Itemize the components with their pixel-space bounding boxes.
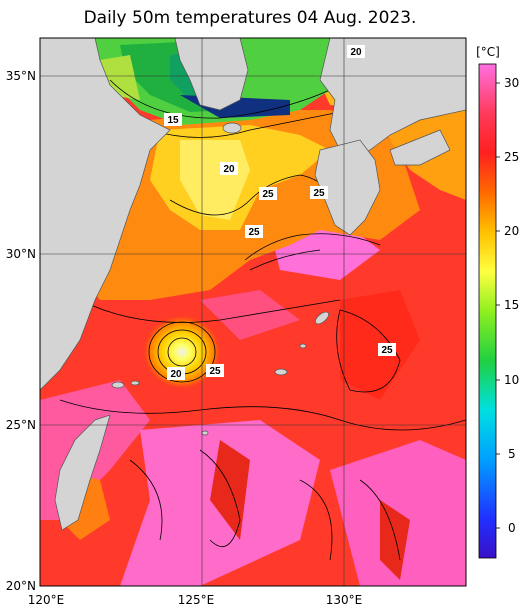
contour-label: 20 <box>167 367 185 380</box>
lat-label-35: 35°N <box>6 69 36 83</box>
svg-text:25: 25 <box>262 189 274 200</box>
land <box>39 37 467 531</box>
taiwan-landmass <box>54 414 111 531</box>
lon-label-125: 125°E <box>178 593 215 607</box>
china-landmass <box>39 37 171 391</box>
contour-label: 25 <box>378 343 396 356</box>
contour-label: 15 <box>164 113 182 126</box>
contour-label: 25 <box>206 364 224 377</box>
svg-text:15: 15 <box>167 115 179 126</box>
shikoku-landmass <box>389 129 451 166</box>
map-frame <box>39 37 467 587</box>
contour-lines <box>59 79 466 561</box>
colorbar-tick: 10 <box>504 373 519 387</box>
contour-labels: 20 15 20 25 25 25 25 20 <box>164 45 396 380</box>
map-title: Daily 50m temperatures 04 Aug. 2023. <box>83 8 417 28</box>
svg-text:25: 25 <box>248 227 260 238</box>
ishigaki-island <box>111 381 125 389</box>
lat-label-30: 30°N <box>6 247 36 261</box>
svg-text:20: 20 <box>170 369 182 380</box>
jeju-island <box>222 122 242 134</box>
svg-text:20: 20 <box>223 164 235 175</box>
colorbar-tick: 15 <box>504 298 519 312</box>
longitude-labels: 120°E 125°E 130°E <box>28 593 363 607</box>
colorbar: [°C] 30 25 20 15 10 5 0 <box>476 45 519 559</box>
latitude-labels: 35°N 30°N 25°N 20°N <box>6 69 36 593</box>
colorbar-tick: 20 <box>504 224 519 238</box>
colorbar-tick: 0 <box>508 521 516 535</box>
contour-label: 25 <box>310 186 328 199</box>
miyako-island <box>274 368 288 376</box>
okinawa-island <box>315 311 329 325</box>
colorbar-tick: 5 <box>508 447 516 461</box>
svg-text:25: 25 <box>381 345 393 356</box>
lon-label-130: 130°E <box>326 593 363 607</box>
colorbar-tick: 25 <box>504 150 519 164</box>
small-islet <box>201 430 209 436</box>
lat-label-20: 20°N <box>6 579 36 593</box>
korea-landmass <box>174 37 249 111</box>
lat-label-25: 25°N <box>6 418 36 432</box>
svg-text:20: 20 <box>350 47 362 58</box>
ryukyu-islet <box>299 343 307 349</box>
svg-text:25: 25 <box>209 366 221 377</box>
svg-text:25: 25 <box>313 188 325 199</box>
contour-label: 25 <box>245 225 263 238</box>
iriomote-island <box>130 380 140 386</box>
colorbar-tick: 30 <box>504 76 519 90</box>
lon-label-120: 120°E <box>28 593 65 607</box>
contour-label: 20 <box>220 162 238 175</box>
contour-label: 25 <box>259 187 277 200</box>
colorbar-unit: [°C] <box>476 45 500 59</box>
contour-label: 20 <box>347 45 365 58</box>
graticule <box>40 38 466 586</box>
colorbar-scale <box>478 63 497 559</box>
